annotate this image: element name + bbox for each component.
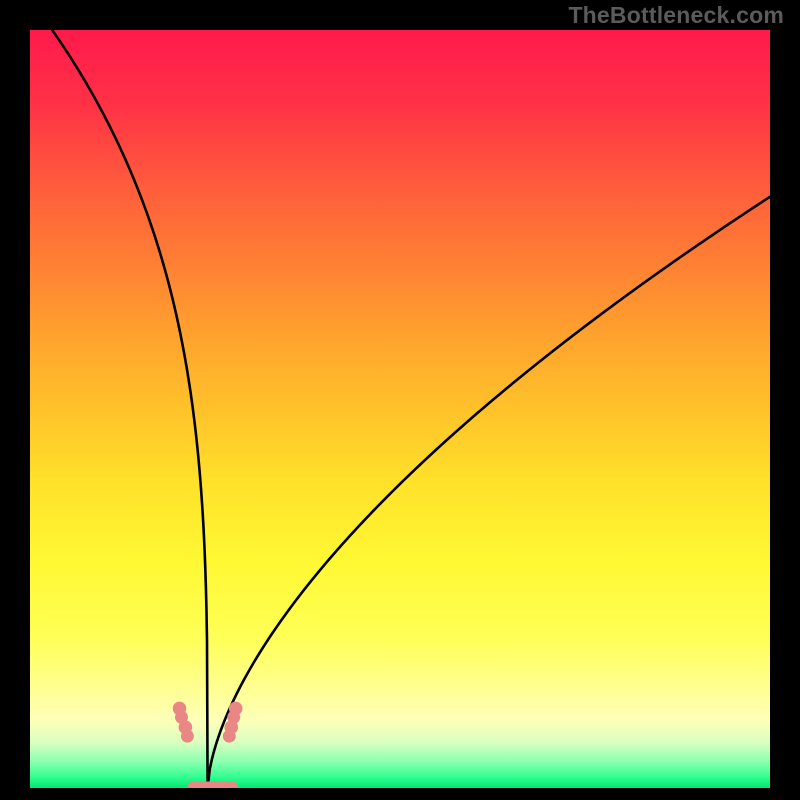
chart-frame: TheBottleneck.com [0,0,800,800]
watermark-text: TheBottleneck.com [568,2,784,29]
chart-svg [30,30,770,788]
plot-area [30,30,770,788]
